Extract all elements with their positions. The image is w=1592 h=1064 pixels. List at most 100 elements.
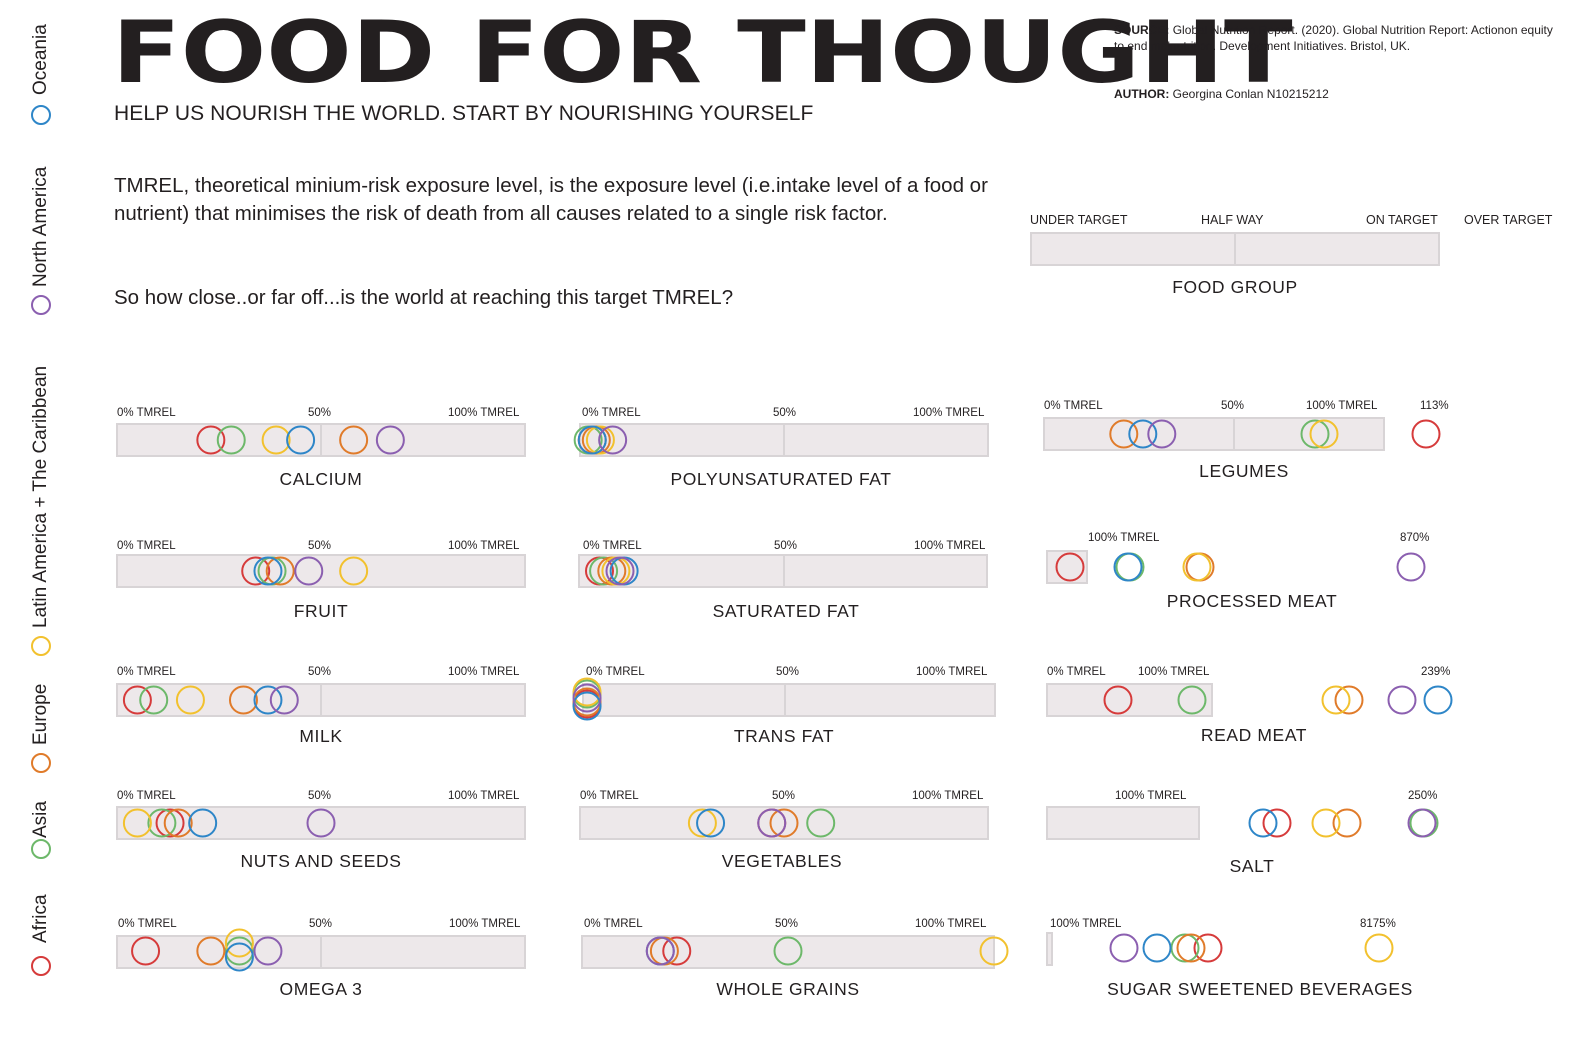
tick-label: 250% [1408, 790, 1437, 802]
panel-saturated-fat: 0% TMREL 50% 100% TMREL SATURATED FAT [578, 540, 988, 621]
data-point-north-america [598, 425, 628, 455]
data-point-asia [1300, 419, 1330, 449]
category-label: FRUIT [294, 601, 349, 621]
tick-label: 100% TMREL [1138, 666, 1210, 678]
tick-label: 0% TMREL [582, 407, 641, 419]
source-note: SOURCE: Global Nutrition Report. (2020).… [1114, 22, 1554, 54]
data-point-asia [224, 936, 254, 966]
panel-processed-meat: 100% TMREL 870% PROCESSED MEAT [1046, 532, 1429, 611]
data-point-north-america [1396, 552, 1426, 582]
data-point-asia [773, 936, 803, 966]
data-point-north-america [1147, 419, 1177, 449]
data-point-north-america [375, 425, 405, 455]
legend-swatch [31, 839, 51, 859]
data-point-north-america [572, 683, 602, 713]
tick-label: 100% TMREL [914, 540, 986, 552]
panel-sugar-sweetened-beverages: 100% TMREL 8175% SUGAR SWEETENED BEVERAGES [1046, 918, 1412, 999]
tick-label: 100% TMREL [449, 918, 521, 930]
data-point-north-america [306, 808, 336, 838]
panel-bar [116, 554, 526, 588]
tick-label: 50% [774, 540, 797, 552]
data-point-europe [265, 556, 295, 586]
data-point-asia [1115, 552, 1145, 582]
panel-vegetables: 0% TMREL 50% 100% TMREL VEGETABLES [579, 790, 989, 871]
tick-label: 100% TMREL [1088, 532, 1160, 544]
category-label: READ MEAT [1201, 725, 1307, 745]
page-title: FOOD FOR THOUGHT [112, 3, 1293, 103]
tick-label: 100% TMREL [448, 790, 520, 802]
panel-bar [1046, 932, 1053, 966]
data-point-north-america [645, 936, 675, 966]
panel-bar [582, 683, 996, 717]
tick-label: 50% [775, 918, 798, 930]
tick-label: 0% TMREL [117, 407, 176, 419]
category-label: SATURATED FAT [713, 601, 860, 621]
data-point-latin-america-the-caribbean [1364, 933, 1394, 963]
tick-label: 50% [308, 790, 331, 802]
author-note: AUTHOR: Georgina Conlan N10215212 [1114, 87, 1329, 101]
tick-label: 0% TMREL [584, 918, 643, 930]
legend-swatch [31, 753, 51, 773]
data-point-africa [1262, 808, 1292, 838]
data-point-africa [1411, 419, 1441, 449]
data-point-north-america [1407, 808, 1437, 838]
data-point-africa [131, 936, 161, 966]
panel-calcium: 0% TMREL 50% 100% TMREL CALCIUM [116, 407, 526, 489]
data-point-africa [241, 556, 271, 586]
data-point-europe [769, 808, 799, 838]
data-point-latin-america-the-caribbean [1182, 552, 1212, 582]
category-label: LEGUMES [1199, 461, 1289, 481]
data-point-europe [1332, 808, 1362, 838]
category-label: NUTS AND SEEDS [240, 851, 401, 871]
data-point-latin-america-the-caribbean [339, 556, 369, 586]
data-point-europe [1334, 685, 1364, 715]
source-lead: SOURCE: [1114, 23, 1170, 37]
key-bar-midline [1234, 232, 1236, 266]
tick-label: 100% TMREL [1115, 790, 1187, 802]
data-point-africa [1055, 552, 1085, 582]
data-point-africa [196, 425, 226, 455]
tick-label: 870% [1400, 532, 1429, 544]
category-label: WHOLE GRAINS [716, 979, 859, 999]
data-point-oceania [253, 556, 283, 586]
data-point-latin-america-the-caribbean [585, 425, 615, 455]
key-over-label: OVER TARGET [1464, 213, 1553, 227]
data-point-latin-america-the-caribbean [175, 685, 205, 715]
tick-label: 0% TMREL [1047, 666, 1106, 678]
tick-label: 100% TMREL [1306, 400, 1378, 412]
tick-label: 0% TMREL [117, 666, 176, 678]
tick-label: 0% TMREL [586, 666, 645, 678]
panel-omega-3: 0% TMREL 50% 100% TMREL OMEGA 3 [116, 918, 526, 999]
data-point-asia [1177, 685, 1207, 715]
page-subtitle: HELP US NOURISH THE WORLD. START BY NOUR… [114, 102, 814, 125]
data-point-europe [1176, 933, 1206, 963]
data-point-oceania [253, 685, 283, 715]
category-label: SALT [1230, 856, 1275, 876]
key-title: FOOD GROUP [1172, 277, 1298, 297]
data-point-latin-america-the-caribbean [122, 808, 152, 838]
data-point-asia [806, 808, 836, 838]
tick-label: 50% [308, 540, 331, 552]
panel-bar [579, 806, 989, 840]
data-point-africa [662, 936, 692, 966]
tick-label: 50% [309, 918, 332, 930]
tick-label: 50% [308, 666, 331, 678]
legend-swatch [31, 105, 51, 125]
data-point-north-america [253, 936, 283, 966]
data-point-asia [147, 808, 177, 838]
data-point-north-america [294, 556, 324, 586]
panel-legumes: 0% TMREL 50% 100% TMREL 113% LEGUMES [1043, 400, 1449, 481]
tick-label: 239% [1421, 666, 1450, 678]
panel-trans-fat: 0% TMREL 50% 100% TMREL TRANS FAT [572, 666, 996, 746]
tick-label: 100% TMREL [448, 407, 520, 419]
tick-label: 0% TMREL [580, 790, 639, 802]
data-point-oceania [577, 425, 607, 455]
legend-swatch [31, 295, 51, 315]
category-label: CALCIUM [280, 469, 363, 489]
author-lead: AUTHOR: [1114, 87, 1170, 101]
tick-label: 0% TMREL [117, 790, 176, 802]
category-label: OMEGA 3 [280, 979, 363, 999]
data-point-europe [163, 808, 193, 838]
region-legend: Oceania North America Latin America + The … [0, 0, 90, 1064]
